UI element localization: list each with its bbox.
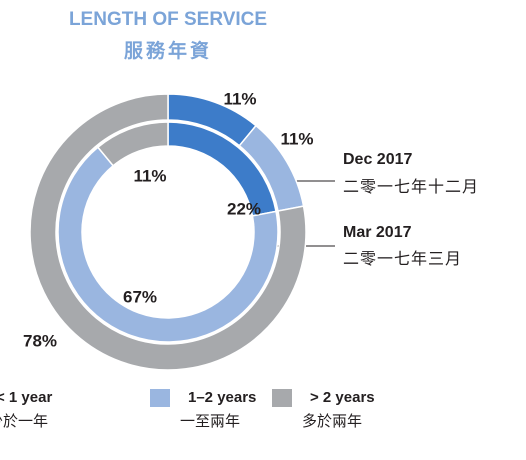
series-name: Mar 2017 <box>343 224 412 241</box>
data-label: 11% <box>133 166 166 185</box>
data-label: 11% <box>280 129 313 148</box>
data-label: 22% <box>227 199 261 218</box>
series-name-zh: 二零一七年十二月 <box>343 178 479 196</box>
donut-segment <box>57 146 279 343</box>
legend-label: 1–2 years <box>188 389 256 406</box>
chart-subtitle: 服務年資 <box>124 39 212 62</box>
legend-label: < 1 year <box>0 389 52 406</box>
data-label: 11% <box>223 89 256 108</box>
chart-title: LENGTH OF SERVICE <box>69 9 267 30</box>
legend-label-zh: 少於一年 <box>0 413 48 430</box>
legend-swatch <box>272 389 292 407</box>
data-label: 67% <box>123 287 157 306</box>
donut-segment <box>96 121 169 167</box>
legend-label-zh: 一至兩年 <box>180 413 240 430</box>
legend-label-zh: 多於兩年 <box>302 413 362 430</box>
donut-segment <box>29 93 307 371</box>
legend-label: > 2 years <box>310 389 375 406</box>
series-name: Dec 2017 <box>343 151 412 168</box>
series-name-zh: 二零一七年三月 <box>343 250 462 268</box>
legend-swatch <box>150 389 170 407</box>
data-label: 78% <box>23 331 57 350</box>
